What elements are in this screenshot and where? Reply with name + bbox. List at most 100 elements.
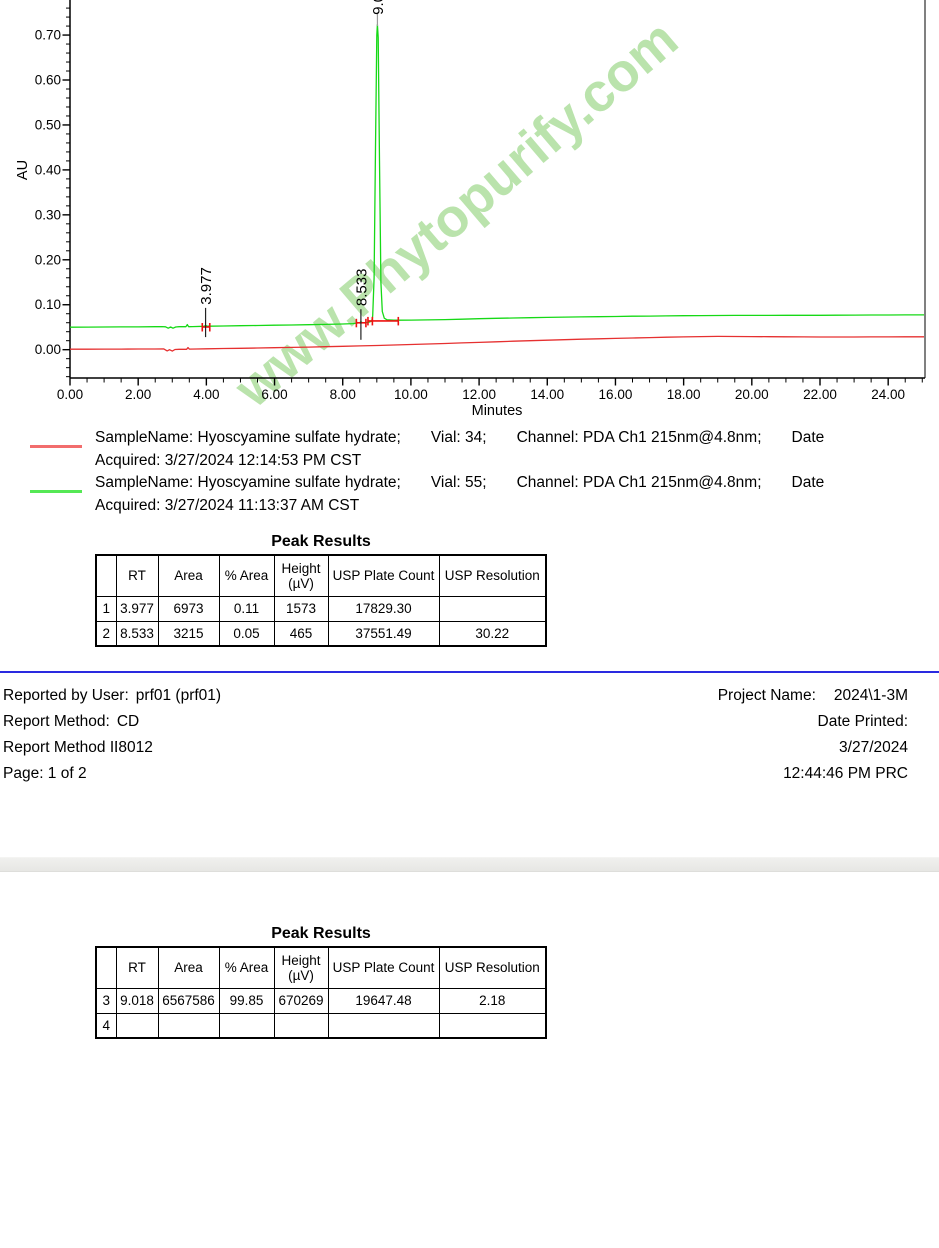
date-printed-label: Date Printed: — [817, 713, 908, 730]
col-header-rt: RT — [115, 946, 159, 989]
x-tick-label: 8.00 — [330, 387, 356, 402]
cell-height: 1573 — [273, 595, 329, 622]
date-printed-line: Date Printed: — [718, 709, 908, 735]
x-tick-label: 4.00 — [193, 387, 219, 402]
cell-usp-resolution: 2.18 — [438, 987, 547, 1014]
x-tick-label: 10.00 — [394, 387, 428, 402]
printed-time-value: 12:44:46 PM PRC — [783, 765, 908, 782]
peak-results-section-1: Peak Results RT Area % Area Height (µV) … — [95, 533, 547, 647]
col-header-usp-plate-count: USP Plate Count — [327, 554, 440, 597]
col-header-height: Height (µV) — [273, 554, 329, 597]
peak-results-table-2: RT Area % Area Height (µV) USP Plate Cou… — [95, 946, 547, 1039]
table-row: 2 8.533 3215 0.05 465 37551.49 30.22 — [95, 620, 547, 647]
cell-index: 4 — [95, 1012, 117, 1039]
footer-separator-line — [0, 671, 939, 673]
footer-right-block: Project Name: 2024\1-3M Date Printed: 3/… — [718, 683, 908, 787]
cell-index: 3 — [95, 987, 117, 1014]
y-tick-label: 0.40 — [35, 162, 61, 177]
table-row: 3 9.018 6567586 99.85 670269 19647.48 2.… — [95, 987, 547, 1014]
cell-rt: 3.977 — [115, 595, 159, 622]
reported-by-label: Reported by User: — [3, 687, 129, 704]
cell-area — [157, 1012, 220, 1039]
peak-rt-label: 9.018 — [370, 0, 387, 15]
legend-date-word: Date — [791, 474, 825, 491]
cell-usp-plate-count: 19647.48 — [327, 987, 440, 1014]
legend-entry-green: SampleName: Hyoscyamine sulfate hydrate;… — [0, 472, 939, 517]
legend-sample-name: SampleName: Hyoscyamine sulfate hydrate; — [95, 429, 401, 446]
printed-time-line: 12:44:46 PM PRC — [718, 761, 908, 787]
cell-area: 6973 — [157, 595, 220, 622]
page-number-label: Page: 1 of 2 — [3, 765, 87, 782]
cell-usp-plate-count — [327, 1012, 440, 1039]
legend-channel: Channel: PDA Ch1 215nm@4.8nm; — [516, 474, 762, 491]
col-header-index — [95, 554, 117, 597]
report-method-id-line: Report Method ID 8012 — [3, 735, 221, 761]
trace-red-vial-34 — [70, 335, 924, 352]
legend-line-sample-info: SampleName: Hyoscyamine sulfate hydrate;… — [95, 427, 919, 450]
page-break-band — [0, 857, 939, 872]
cell-pct-area: 0.11 — [218, 595, 275, 622]
peak-rt-label: 3.977 — [198, 267, 215, 305]
legend-line-sample-info: SampleName: Hyoscyamine sulfate hydrate;… — [95, 472, 919, 495]
report-method-line: Report Method: CD — [3, 709, 221, 735]
cell-usp-resolution — [438, 1012, 547, 1039]
project-name-value: 2024\1-3M — [833, 687, 908, 704]
col-header-height: Height (µV) — [273, 946, 329, 989]
x-tick-label: 2.00 — [125, 387, 151, 402]
y-tick-label: 0.10 — [35, 297, 61, 312]
y-axis-title: AU — [15, 160, 31, 180]
y-tick-label: 0.50 — [35, 117, 61, 132]
col-header-rt: RT — [115, 554, 159, 597]
x-tick-label: 20.00 — [735, 387, 769, 402]
peak-results-table-1: RT Area % Area Height (µV) USP Plate Cou… — [95, 554, 547, 647]
col-header-usp-resolution: USP Resolution — [438, 946, 547, 989]
x-tick-label: 16.00 — [599, 387, 633, 402]
y-tick-label: 0.60 — [35, 73, 61, 88]
cell-pct-area: 99.85 — [218, 987, 275, 1014]
cell-pct-area — [218, 1012, 275, 1039]
reported-by-value: prf01 (prf01) — [135, 687, 222, 704]
peak-rt-label: 8.533 — [353, 269, 370, 307]
col-header-area: Area — [157, 554, 220, 597]
project-name-label: Project Name: — [717, 687, 816, 704]
cell-area: 3215 — [157, 620, 220, 647]
chromatogram-chart: 0.00 2.00 4.00 6.00 8.00 10.00 12.00 14.00 16.00… — [15, 0, 926, 419]
legend-swatch-red-line — [30, 445, 82, 448]
table-header-row: RT Area % Area Height (µV) USP Plate Cou… — [95, 554, 547, 597]
report-method-id-value: 8012 — [117, 735, 153, 761]
y-tick-label: 0.30 — [35, 207, 61, 222]
legend-channel: Channel: PDA Ch1 215nm@4.8nm; — [516, 429, 762, 446]
peak-results-title: Peak Results — [271, 533, 371, 550]
x-tick-label: 24.00 — [871, 387, 905, 402]
table-row: 1 3.977 6973 0.11 1573 17829.30 — [95, 595, 547, 622]
cell-area: 6567586 — [157, 987, 220, 1014]
printed-date-value: 3/27/2024 — [839, 739, 908, 756]
y-tick-label: 0.20 — [35, 252, 61, 267]
printed-date-line: 3/27/2024 — [718, 735, 908, 761]
legend-date-acquired: Acquired: 3/27/2024 12:14:53 PM CST — [95, 451, 362, 469]
table-header-row: RT Area % Area Height (µV) USP Plate Cou… — [95, 946, 547, 989]
x-tick-label: 12.00 — [462, 387, 496, 402]
cell-height: 670269 — [273, 987, 329, 1014]
table-row: 4 — [95, 1012, 547, 1039]
legend-sample-name: SampleName: Hyoscyamine sulfate hydrate; — [95, 474, 401, 491]
x-axis-title: Minutes — [472, 403, 523, 419]
legend-date-acquired: Acquired: 3/27/2024 11:13:37 AM CST — [95, 496, 360, 514]
x-tick-label: 22.00 — [803, 387, 837, 402]
footer-left-block: Reported by User: prf01 (prf01) Report M… — [3, 683, 221, 787]
cell-rt: 9.018 — [115, 987, 159, 1014]
cell-height — [273, 1012, 329, 1039]
y-tick-label: 0.00 — [35, 342, 61, 357]
legend-date-word: Date — [791, 429, 825, 446]
legend-swatch-green-line — [30, 490, 82, 493]
cell-usp-resolution: 30.22 — [438, 620, 547, 647]
cell-usp-plate-count: 17829.30 — [327, 595, 440, 622]
y-tick-label: 0.70 — [35, 28, 61, 43]
col-header-area: Area — [157, 946, 220, 989]
cell-rt — [115, 1012, 159, 1039]
col-header-usp-resolution: USP Resolution — [438, 554, 547, 597]
legend-vial: Vial: 34; — [430, 429, 487, 446]
col-header-pct-area: % Area — [218, 554, 275, 597]
reported-by-line: Reported by User: prf01 (prf01) — [3, 683, 221, 709]
